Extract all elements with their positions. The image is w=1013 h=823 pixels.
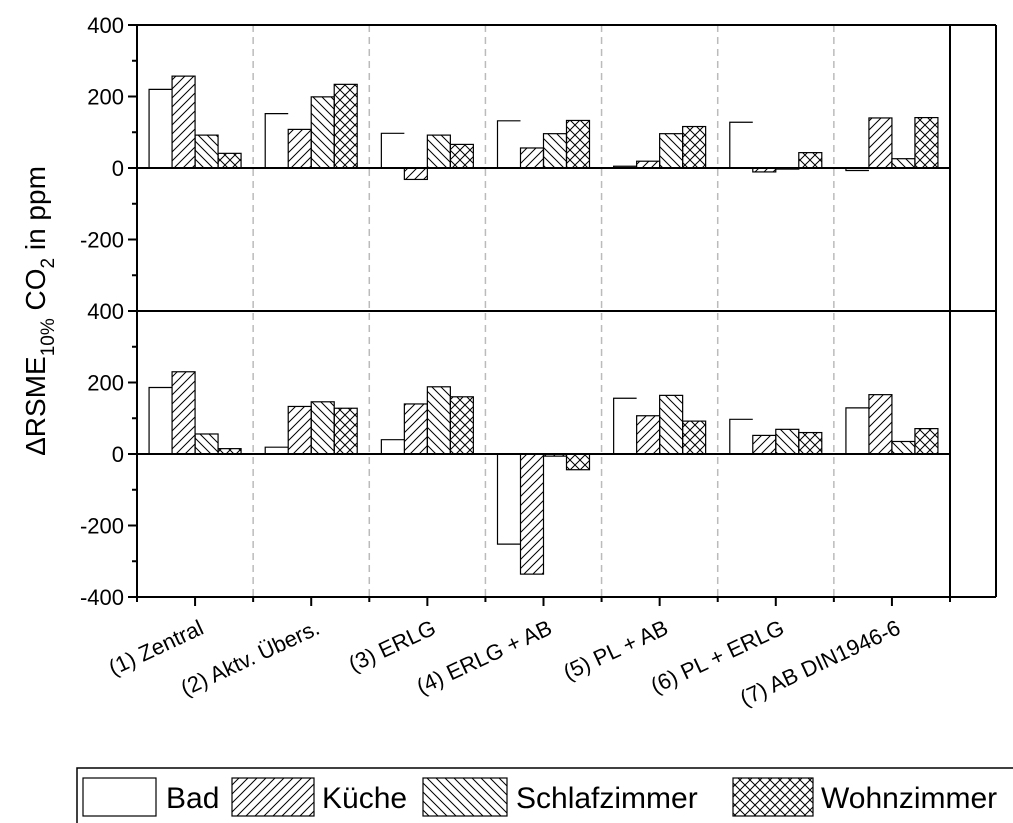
bar-wohnzimmer bbox=[914, 428, 939, 455]
bar-wohnzimmer bbox=[682, 125, 707, 169]
bar-schlafzimmer bbox=[194, 433, 219, 455]
bar-küche bbox=[752, 434, 777, 455]
bar-bad bbox=[845, 407, 869, 454]
bar-bad bbox=[264, 446, 289, 454]
bar-wohnzimmer bbox=[565, 453, 591, 471]
y-tick-label: 200 bbox=[87, 85, 124, 110]
bar-bad bbox=[613, 397, 637, 454]
legend-swatch-bad bbox=[82, 777, 157, 817]
y-tick-label: -200 bbox=[80, 514, 124, 539]
bar-bad bbox=[264, 113, 289, 168]
bar-schlafzimmer bbox=[426, 134, 451, 169]
bar-bad bbox=[496, 454, 521, 545]
y-tick-label: 400 bbox=[87, 13, 124, 38]
bar-wohnzimmer bbox=[449, 143, 474, 169]
bar-wohnzimmer bbox=[333, 407, 358, 455]
bar-küche bbox=[287, 405, 312, 455]
y-tick-label: 0 bbox=[112, 156, 124, 181]
bar-schlafzimmer bbox=[194, 134, 219, 169]
bar-küche bbox=[519, 453, 545, 575]
bar-wohnzimmer bbox=[798, 431, 823, 455]
legend-label: Schlafzimmer bbox=[516, 782, 698, 815]
bar-küche bbox=[636, 160, 661, 169]
bar-schlafzimmer bbox=[426, 386, 451, 455]
axes bbox=[136, 24, 997, 606]
bar-schlafzimmer bbox=[659, 133, 684, 169]
plot-area bbox=[148, 25, 939, 597]
bar-bad bbox=[729, 418, 753, 454]
bar-schlafzimmer bbox=[310, 96, 335, 169]
bar-schlafzimmer bbox=[775, 428, 800, 455]
bar-küche bbox=[171, 371, 196, 455]
y-ticks: -200 0 200 400 -400 -200 0 200 400 bbox=[80, 13, 137, 610]
bar-wohnzimmer bbox=[449, 396, 474, 455]
x-tick-labels: (1) Zentral(2) Aktv. Übers. (3) ERLG(4) E… bbox=[105, 615, 904, 711]
bar-wohnzimmer bbox=[565, 119, 591, 169]
legend-label: Bad bbox=[166, 782, 219, 815]
bar-schlafzimmer bbox=[542, 133, 568, 169]
bar-wohnzimmer bbox=[333, 83, 358, 169]
x-tick-label: (3) ERLG bbox=[345, 615, 440, 677]
bar-schlafzimmer bbox=[310, 401, 335, 455]
bar-bad bbox=[148, 88, 173, 168]
bar-wohnzimmer bbox=[914, 116, 939, 169]
bar-küche bbox=[519, 147, 545, 169]
legend-swatch-wohnzimmer bbox=[732, 777, 814, 817]
y-tick-label: 0 bbox=[112, 442, 124, 467]
bar-küche bbox=[868, 117, 893, 169]
legend-label: Wohnzimmer bbox=[821, 782, 997, 815]
legend: Bad Küche Schlafzimmer Wohnzimmer bbox=[76, 767, 1013, 823]
bar-wohnzimmer bbox=[798, 152, 823, 169]
y-tick-label: 400 bbox=[87, 299, 124, 324]
bar-schlafzimmer bbox=[891, 158, 916, 169]
bar-küche bbox=[403, 403, 428, 455]
y-axis-label: ΔRSME10% CO2 in ppm bbox=[20, 166, 59, 456]
y-tick-label: -400 bbox=[80, 585, 124, 610]
bar-küche bbox=[868, 394, 893, 455]
bar-wohnzimmer bbox=[682, 420, 707, 455]
y-tick-label: -200 bbox=[80, 228, 124, 253]
bar-küche bbox=[636, 415, 661, 455]
legend-label: Küche bbox=[322, 782, 407, 815]
y-tick-label: 200 bbox=[87, 371, 124, 396]
bar-schlafzimmer bbox=[891, 440, 916, 455]
bar-wohnzimmer bbox=[217, 152, 242, 169]
bar-bad bbox=[496, 120, 521, 168]
bar-küche bbox=[171, 75, 196, 169]
bar-bad bbox=[729, 121, 753, 168]
bar-schlafzimmer bbox=[659, 394, 684, 455]
legend-swatch-küche bbox=[231, 777, 315, 817]
legend-swatch-schlafzimmer bbox=[422, 777, 508, 817]
bar-küche bbox=[403, 167, 428, 181]
bar-bad bbox=[380, 439, 405, 454]
bar-bad bbox=[148, 386, 173, 454]
bar-bad bbox=[380, 132, 405, 168]
bar-küche bbox=[287, 128, 312, 169]
